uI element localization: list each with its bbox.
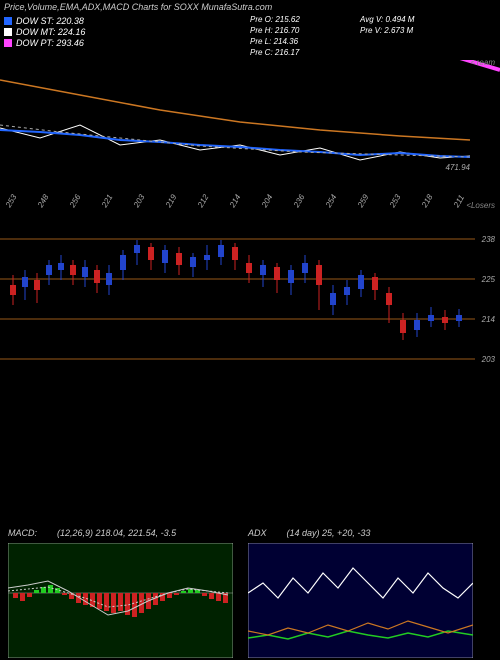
svg-text:221: 221: [99, 193, 114, 210]
svg-text:253: 253: [387, 192, 402, 209]
adx-panel: [248, 543, 473, 658]
svg-text:236: 236: [291, 192, 306, 209]
prev-o: Pre O: 215.62: [250, 14, 300, 25]
adx-label: ADX (14 day) 25, +20, -33: [248, 528, 370, 538]
svg-text:204: 204: [259, 192, 274, 209]
svg-text:253: 253: [3, 192, 18, 209]
svg-text:254: 254: [323, 192, 338, 209]
svg-text:211: 211: [451, 193, 466, 209]
svg-text:238: 238: [481, 235, 496, 244]
svg-text:218: 218: [419, 192, 434, 209]
macd-label: MACD: (12,26,9) 218.04, 221.54, -3.5: [8, 528, 176, 538]
svg-text:212: 212: [195, 192, 210, 209]
svg-text:256: 256: [67, 192, 82, 209]
price-ema-panel: 471.942372442512552632132322122532502142…: [0, 60, 500, 220]
swatch-st: [4, 17, 12, 25]
prev-l: Pre L: 214.36: [250, 36, 300, 47]
svg-text:214: 214: [227, 192, 242, 209]
candlestick-panel: 238 225 214 203: [0, 215, 500, 375]
svg-text:259: 259: [355, 192, 370, 209]
svg-text:203: 203: [481, 355, 496, 364]
vol-info: Avg V: 0.494 M Pre V: 2.673 M: [360, 14, 414, 36]
svg-text:<Team: <Team: [471, 60, 496, 67]
swatch-mt: [4, 28, 12, 36]
ohlc-info: Pre O: 215.62 Pre H: 216.70 Pre L: 214.3…: [250, 14, 300, 58]
macd-panel: [8, 543, 233, 658]
pre-v: Pre V: 2.673 M: [360, 25, 414, 36]
avg-v: Avg V: 0.494 M: [360, 14, 414, 25]
legend-pt-label: DOW PT: 293.46: [16, 38, 84, 48]
chart-title: Price,Volume,EMA,ADX,MACD Charts for SOX…: [4, 2, 496, 12]
svg-text:219: 219: [163, 192, 178, 209]
swatch-pt: [4, 39, 12, 47]
svg-text:248: 248: [35, 192, 50, 209]
svg-text:214: 214: [481, 315, 496, 324]
svg-text:225: 225: [481, 275, 496, 284]
legend-mt-label: DOW MT: 224.16: [16, 27, 85, 37]
svg-text:<Losers: <Losers: [466, 201, 495, 210]
svg-text:203: 203: [131, 192, 146, 209]
prev-c: Pre C: 216.17: [250, 47, 300, 58]
legend-st-label: DOW ST: 220.38: [16, 16, 84, 26]
svg-text:471.94: 471.94: [446, 163, 471, 172]
prev-h: Pre H: 216.70: [250, 25, 300, 36]
